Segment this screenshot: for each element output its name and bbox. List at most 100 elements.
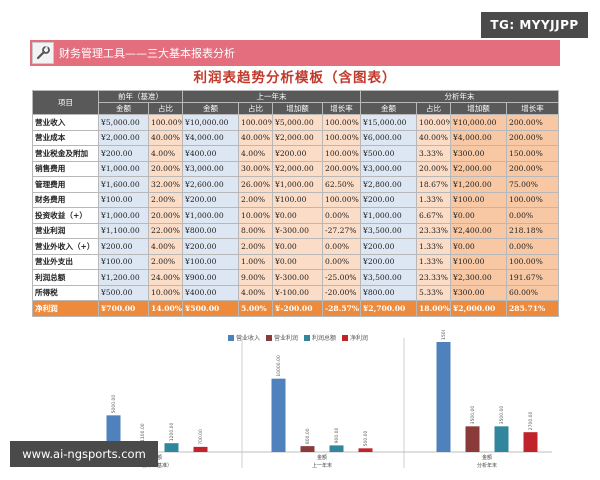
table-cell: 4.00% — [148, 238, 183, 255]
table-cell: 26.00% — [238, 176, 273, 193]
bar-value-label: 3500.00 — [499, 406, 505, 425]
table-cell: 40.00% — [148, 129, 183, 146]
table-cell: ¥1,000.00 — [272, 176, 323, 193]
table-cell: 30.00% — [238, 160, 273, 177]
table-cell: ¥500.00 — [360, 145, 417, 162]
legend-item: 利润总额 — [304, 333, 336, 342]
table-cell: ¥900.00 — [182, 269, 239, 286]
subheader: 金额 — [360, 102, 417, 115]
legend-item: 营业收入 — [228, 333, 260, 342]
table-row: 营业外支出 ¥100.00 2.00% ¥100.00 1.00% ¥0.00 0.00% ¥… — [32, 253, 559, 270]
table-cell: 5.00% — [238, 300, 273, 317]
table-cell: 191.67% — [506, 269, 559, 286]
table-cell: 22.00% — [148, 222, 183, 239]
table-cell: ¥100.00 — [98, 191, 149, 208]
chart-bar — [523, 432, 538, 452]
table-cell: ¥3,000.00 — [360, 160, 417, 177]
table-cell: 62.50% — [322, 176, 361, 193]
legend-swatch — [342, 334, 349, 341]
table-cell: 2.00% — [148, 253, 183, 270]
table-cell: -20.00% — [322, 284, 361, 301]
table-cell: ¥1,000.00 — [182, 207, 239, 224]
table-cell: ¥800.00 — [182, 222, 239, 239]
table-cell: ¥200.00 — [98, 145, 149, 162]
table-cell: 200.00% — [322, 160, 361, 177]
table-cell: 14.00% — [148, 300, 183, 317]
table-cell: 100.00% — [322, 114, 361, 131]
table-cell: ¥2,800.00 — [360, 176, 417, 193]
table-cell: 285.71% — [506, 300, 559, 317]
wrench-icon — [32, 42, 54, 64]
table-cell: 5.33% — [416, 284, 451, 301]
bar-value-label: 900.00 — [334, 428, 340, 444]
table-cell: 100.00% — [322, 191, 361, 208]
table-cell: ¥2,000.00 — [450, 160, 507, 177]
table-cell: ¥700.00 — [98, 300, 149, 317]
table-cell: 100.00% — [322, 129, 361, 146]
table-cell: ¥-200.00 — [272, 300, 323, 317]
table-cell: 32.00% — [148, 176, 183, 193]
table-cell: ¥200.00 — [182, 238, 239, 255]
bar-value-label: 15000.00 — [441, 330, 447, 340]
table-cell: 100.00% — [322, 145, 361, 162]
row-label: 利润总额 — [32, 269, 99, 286]
table-cell: 1.33% — [416, 238, 451, 255]
table-cell: 75.00% — [506, 176, 559, 193]
legend-swatch — [228, 334, 234, 341]
table-cell: 0.00% — [322, 253, 361, 270]
row-label: 营业成本 — [32, 129, 99, 146]
table-cell: ¥500.00 — [98, 284, 149, 301]
category-label: 分析年末 — [477, 462, 497, 469]
legend-item: 净利润 — [342, 333, 368, 342]
table-cell: 23.33% — [416, 222, 451, 239]
table-cell: ¥5,000.00 — [272, 114, 323, 131]
bar-value-label: 5000.00 — [111, 395, 117, 414]
table-cell: -25.00% — [322, 269, 361, 286]
legend-swatch — [266, 334, 273, 341]
table-row: 营业外收入（+） ¥200.00 4.00% ¥200.00 2.00% ¥0.00 0.0… — [32, 238, 559, 255]
legend-label: 利润总额 — [312, 335, 337, 342]
subheader: 增加额 — [272, 102, 323, 115]
group-header-last-year: 上一年末 — [182, 90, 361, 103]
table-cell: 40.00% — [416, 129, 451, 146]
table-row: 营业税金及附加 ¥200.00 4.00% ¥400.00 4.00% ¥200.00 10… — [32, 145, 559, 162]
axis-group-label: 金额 — [482, 454, 492, 461]
table-cell: 4.00% — [238, 284, 273, 301]
table-cell: ¥2,000.00 — [272, 129, 323, 146]
table-cell: ¥4,000.00 — [182, 129, 239, 146]
table-cell: 218.18% — [506, 222, 559, 239]
table-cell: ¥0.00 — [450, 207, 507, 224]
group-header-analysis-year: 分析年末 — [360, 90, 559, 103]
chart-bar — [329, 445, 344, 452]
table-cell: ¥800.00 — [360, 284, 417, 301]
table-cell: 200.00% — [506, 160, 559, 177]
table-cell: 60.00% — [506, 284, 559, 301]
table-cell: ¥2,000.00 — [98, 129, 149, 146]
table-cell: ¥2,000.00 — [272, 160, 323, 177]
subheader: 占比 — [148, 102, 183, 115]
table-cell: ¥3,500.00 — [360, 269, 417, 286]
row-label: 销售费用 — [32, 160, 99, 177]
table-cell: ¥3,000.00 — [182, 160, 239, 177]
table-cell: 0.00% — [322, 238, 361, 255]
table-cell: 1.00% — [238, 253, 273, 270]
table-cell: 20.00% — [416, 160, 451, 177]
table-cell: 3.33% — [416, 145, 451, 162]
document-title: 利润表趋势分析模板（含图表） — [193, 70, 397, 86]
table-cell: 2.00% — [238, 191, 273, 208]
table-cell: ¥400.00 — [182, 145, 239, 162]
row-label: 所得税 — [32, 284, 99, 301]
table-row: 利润总额 ¥1,200.00 24.00% ¥900.00 9.00% ¥-300.00-… — [32, 269, 559, 286]
table-cell: ¥200.00 — [98, 238, 149, 255]
table-cell: ¥2,600.00 — [182, 176, 239, 193]
table-row: 所得税 ¥500.00 10.00% ¥400.00 4.00% ¥-100.00 -20.… — [32, 284, 559, 301]
table-cell: ¥1,000.00 — [360, 207, 417, 224]
table-cell: ¥200.00 — [182, 191, 239, 208]
chart-bar — [436, 342, 451, 452]
legend-label: 净利润 — [350, 335, 369, 342]
table-cell: ¥1,600.00 — [98, 176, 149, 193]
table-cell: ¥4,000.00 — [450, 129, 507, 146]
chart-bar — [164, 443, 179, 452]
table-cell: 1.33% — [416, 253, 451, 270]
table-cell: ¥-300.00 — [272, 222, 323, 239]
